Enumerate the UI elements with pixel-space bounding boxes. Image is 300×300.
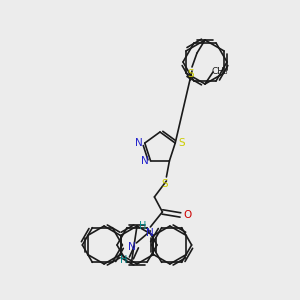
Text: S: S bbox=[161, 179, 168, 189]
Text: H: H bbox=[120, 255, 127, 265]
Text: N: N bbox=[128, 242, 135, 252]
Text: S: S bbox=[178, 138, 184, 148]
Text: O: O bbox=[183, 210, 191, 220]
Text: S: S bbox=[188, 69, 194, 79]
Text: N: N bbox=[141, 156, 148, 166]
Text: N: N bbox=[135, 138, 143, 148]
Text: N: N bbox=[146, 228, 153, 238]
Text: CH₃: CH₃ bbox=[212, 67, 228, 76]
Text: H: H bbox=[139, 221, 146, 231]
